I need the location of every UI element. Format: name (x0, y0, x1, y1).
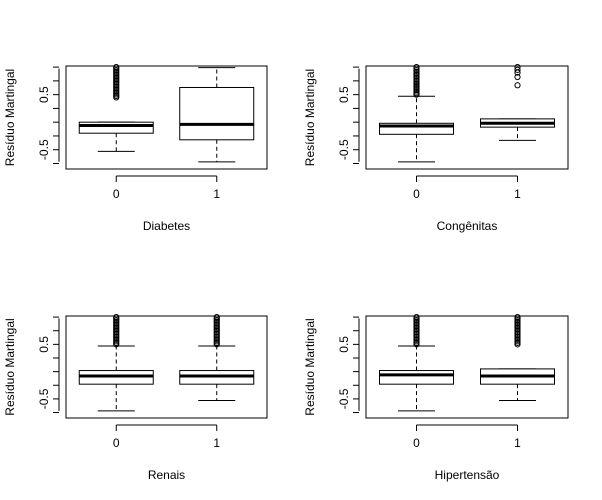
box-1 (179, 313, 255, 402)
outlier-point (514, 82, 521, 89)
x-tick-label: 1 (514, 187, 521, 201)
box-0 (379, 64, 454, 163)
y-tick-label: -0.5 (337, 139, 351, 160)
box-0 (78, 64, 154, 152)
outlier-point (113, 64, 120, 71)
plot-frame (65, 65, 268, 170)
y-tick-label: -0.5 (37, 388, 51, 409)
panel-1: -0.5 0.5 0 1 Diabetes Resíduo Martingal (3, 64, 268, 233)
outlier-point (514, 64, 521, 71)
outlier-point (514, 66, 521, 73)
x-axis-title: Renais (148, 468, 185, 482)
panel-3: -0.5 0.5 0 1 Renais Resíduo Martingal (3, 313, 268, 482)
y-axis-title: Resíduo Martingal (303, 318, 317, 415)
panel-4: -0.5 0.5 0 1 Hipertensão Resíduo Martingal (303, 313, 569, 482)
box-iqr (78, 121, 154, 134)
y-axis-title: Resíduo Martingal (3, 318, 17, 415)
outlier-point (413, 64, 420, 71)
x-axis-title: Diabetes (143, 219, 190, 233)
y-tick-label: 0.5 (337, 336, 351, 353)
x-axis-title: Congênitas (437, 219, 498, 233)
outlier-point (413, 313, 420, 321)
y-axis-title: Resíduo Martingal (3, 69, 17, 166)
x-tick-label: 1 (213, 187, 220, 201)
plot-frame (365, 65, 569, 170)
x-axis-title: Hipertensão (435, 468, 500, 482)
x-tick-label: 0 (413, 187, 420, 201)
box-1 (179, 67, 255, 163)
x-tick-label: 1 (514, 436, 521, 450)
box-iqr (379, 370, 454, 385)
box-1 (480, 313, 555, 402)
plot-frame (365, 315, 569, 419)
outlier-point (514, 313, 521, 321)
y-tick-label: 0.5 (337, 86, 351, 103)
box-0 (78, 313, 154, 412)
box-1 (480, 64, 555, 141)
box-iqr (179, 86, 255, 141)
y-axis-title: Resíduo Martingal (303, 69, 317, 166)
y-tick-label: -0.5 (337, 388, 351, 409)
x-tick-label: 0 (113, 436, 120, 450)
y-tick-label: 0.5 (37, 336, 51, 353)
y-tick-label: 0.5 (37, 86, 51, 103)
x-tick-label: 0 (113, 187, 120, 201)
x-tick-label: 1 (213, 436, 220, 450)
box-iqr (379, 122, 454, 135)
outlier-point (113, 313, 120, 321)
panel-2: -0.5 0.5 0 1 Congênitas Resíduo Martingal (303, 64, 569, 233)
y-tick-label: -0.5 (37, 139, 51, 160)
outlier-point (213, 313, 220, 321)
outlier-point (514, 73, 521, 81)
x-tick-label: 0 (413, 436, 420, 450)
plot-frame (65, 315, 268, 419)
box-0 (379, 313, 454, 412)
